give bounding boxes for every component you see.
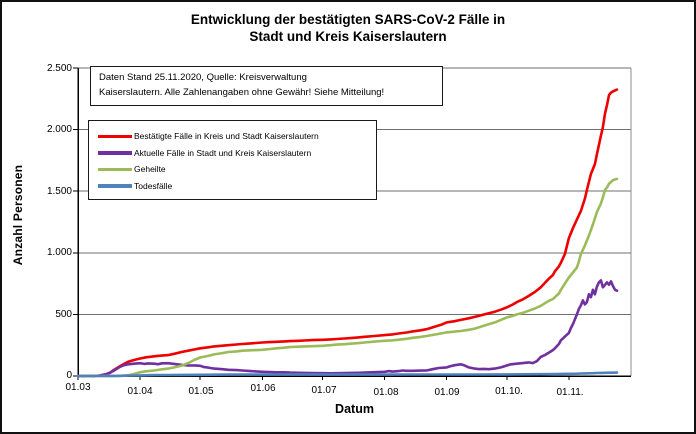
legend-label: Todesfälle xyxy=(134,180,173,191)
line-swatch-green xyxy=(98,167,132,171)
x-tick-label: 01.11. xyxy=(556,387,584,398)
x-tick-label: 01.07 xyxy=(311,385,337,396)
legend: Bestätigte Fälle in Kreis und Stadt Kais… xyxy=(88,120,377,200)
line-swatch-purple xyxy=(98,151,132,155)
legend-entry-active: Aktuelle Fälle in Stadt und Kreis Kaiser… xyxy=(98,145,376,162)
y-tick-label: 2.500 xyxy=(46,63,72,74)
y-tick-label: 500 xyxy=(55,309,72,320)
y-tick-label: 2.000 xyxy=(46,124,72,135)
line-swatch-red xyxy=(98,134,132,138)
y-tick-label: 1.000 xyxy=(46,247,72,258)
legend-entry-recovered: Geheilte xyxy=(98,161,376,178)
y-tick-label: 1.500 xyxy=(46,186,72,197)
note-line2: Kaiserslautern. Alle Zahlenangaben ohne … xyxy=(99,86,385,98)
x-axis-title: Datum xyxy=(335,402,374,416)
x-tick-label: 01.10. xyxy=(495,386,523,397)
x-tick-label: 01.05 xyxy=(188,386,214,397)
line-swatch-blue xyxy=(98,184,132,188)
legend-entry-deaths: Todesfälle xyxy=(98,178,376,195)
series-line xyxy=(76,177,619,378)
x-tick-label: 01.06 xyxy=(250,383,276,394)
data-status-note: Daten Stand 25.11.2020, Quelle: Kreisver… xyxy=(90,66,443,106)
legend-label: Aktuelle Fälle in Stadt und Kreis Kaiser… xyxy=(134,147,312,158)
note-line1: Daten Stand 25.11.2020, Quelle: Kreisver… xyxy=(99,72,307,83)
chart-plot-area xyxy=(73,67,632,380)
x-tick-label: 01.04 xyxy=(127,386,153,397)
x-tick-label: 01.09 xyxy=(434,387,460,398)
chart-title-line2: Stadt und Kreis Kaiserslautern xyxy=(249,29,447,44)
x-tick-label: 01.03 xyxy=(65,382,91,393)
chart-title: Entwicklung der bestätigten SARS-CoV-2 F… xyxy=(2,11,694,45)
series-line xyxy=(76,279,619,378)
y-tick-label: 0 xyxy=(66,370,72,381)
legend-label: Geheilte xyxy=(134,164,166,175)
chart-title-line1: Entwicklung der bestätigten SARS-CoV-2 F… xyxy=(190,12,506,27)
series-line xyxy=(76,88,619,378)
series-line xyxy=(76,371,619,378)
y-axis-title: Anzahl Personen xyxy=(11,164,25,266)
legend-label: Bestätigte Fälle in Kreis und Stadt Kais… xyxy=(134,131,319,142)
x-tick-label: 01.08 xyxy=(373,387,399,398)
legend-entry-confirmed: Bestätigte Fälle in Kreis und Stadt Kais… xyxy=(98,128,376,145)
